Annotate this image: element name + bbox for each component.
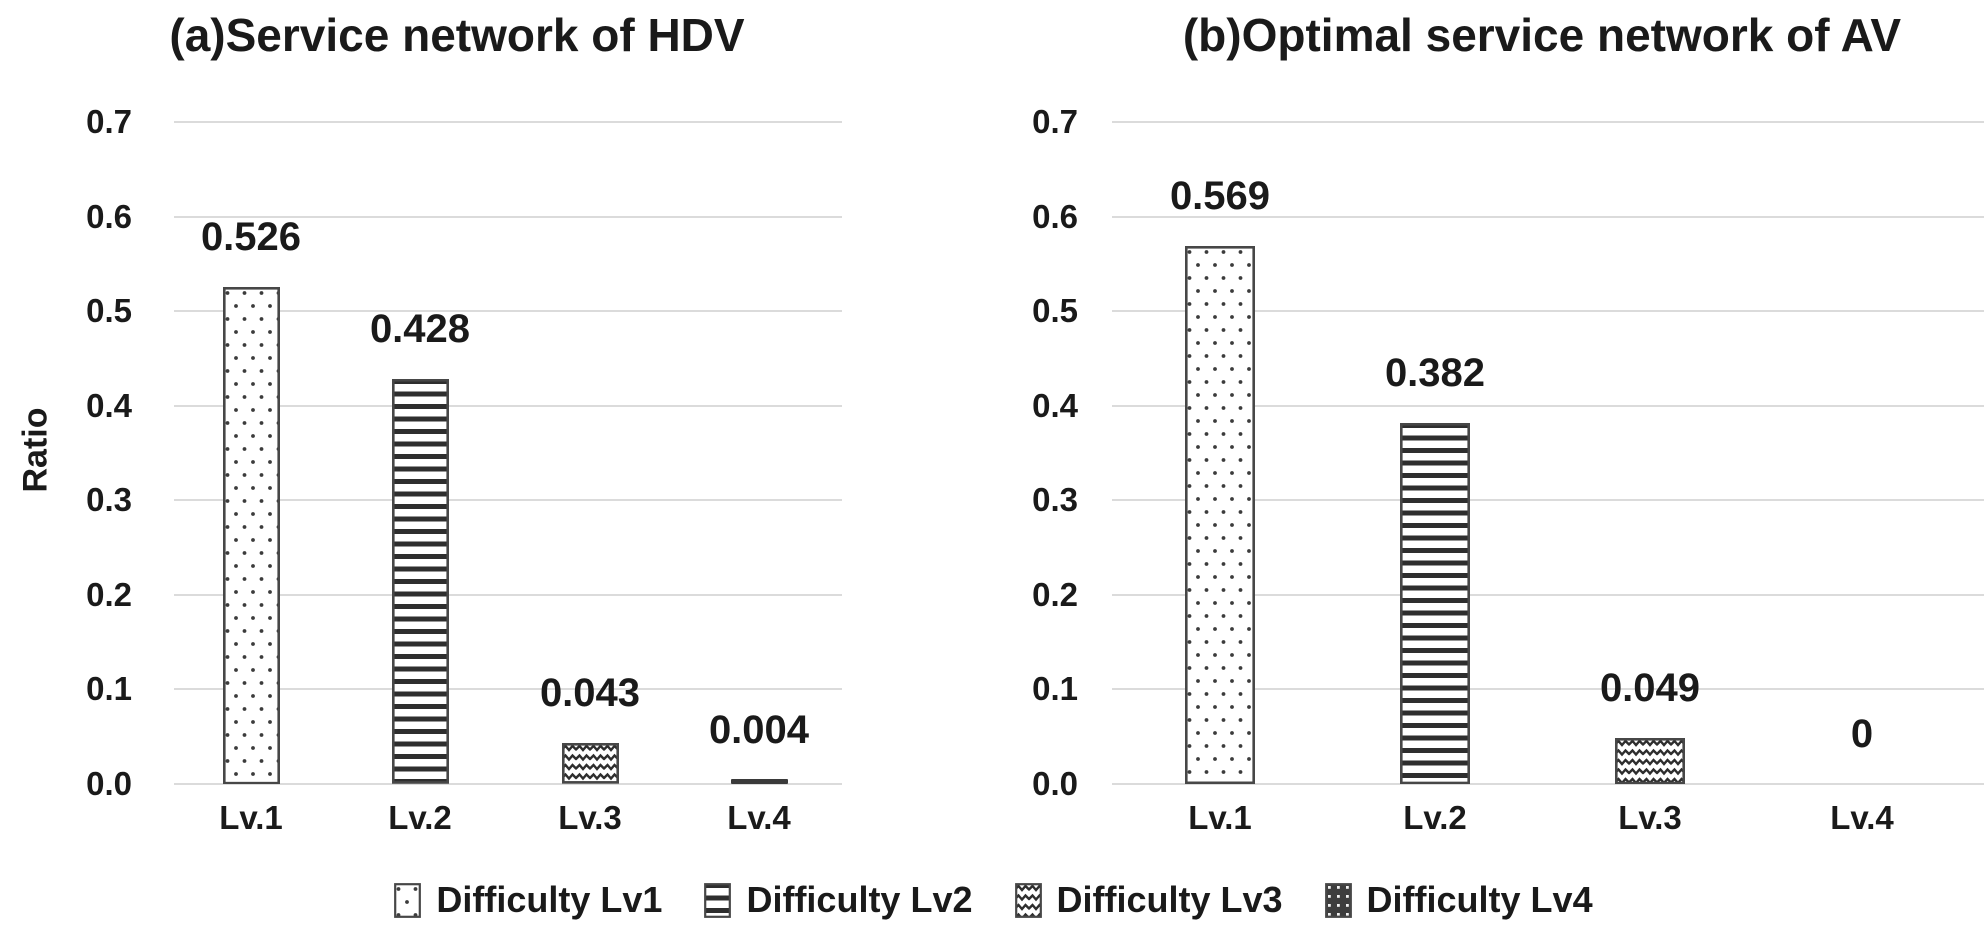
bar-value-label: 0.049 [1599, 665, 1701, 710]
bar-Lv.2 [391, 379, 449, 784]
y-tick-label: 0.0 [1032, 765, 1078, 802]
bar-value-label: 0.382 [1384, 350, 1486, 395]
bar-value-label: 0.428 [369, 307, 471, 352]
y-tick-label: 0.1 [86, 670, 132, 708]
legend-label: Difficulty Lv2 [746, 879, 973, 920]
y-tick-label: 0.4 [1032, 386, 1078, 424]
y-tick-label: 0.2 [1032, 575, 1078, 613]
legend-item: Difficulty Lv3 [1014, 876, 1283, 924]
bar-value-label: 0 [1850, 712, 1874, 756]
y-tick-label: 0.4 [86, 386, 132, 424]
legend-label: Difficulty Lv1 [436, 879, 663, 920]
y-tick-label: 0.2 [86, 575, 132, 613]
gridline [174, 310, 842, 313]
gridline [1112, 310, 1984, 313]
x-tick-label: Lv.4 [727, 799, 791, 836]
y-tick-label: 0.6 [1032, 197, 1078, 235]
legend-item: Difficulty Lv2 [704, 876, 973, 924]
chart-a-title: (a)Service network of HDV [169, 9, 745, 61]
gridline [1112, 688, 1984, 691]
gridline [1112, 404, 1984, 407]
horizontal-stripes-swatch-icon [704, 882, 732, 918]
bar-Lv.3 [1615, 737, 1685, 784]
y-tick-label: 0.6 [86, 197, 132, 235]
y-tick-label: 0.7 [1032, 103, 1078, 140]
bar-value-label: 0.526 [200, 214, 302, 259]
y-tick-label: 0.5 [1032, 292, 1078, 330]
bar-Lv.2 [1400, 422, 1470, 784]
x-tick-label: Lv.2 [1403, 799, 1467, 836]
x-tick-label: Lv.4 [1830, 799, 1894, 836]
gridline [174, 404, 842, 407]
bar-value-label: 0.043 [539, 671, 641, 716]
legend: Difficulty Lv1 Difficulty Lv2 Difficulty L… [0, 876, 1987, 924]
legend-item: Difficulty Lv4 [1324, 876, 1593, 924]
chart-b-title: (b)Optimal service network of AV [1182, 9, 1902, 61]
zigzag-swatch-icon [1014, 882, 1042, 918]
gridline [174, 593, 842, 596]
gridline [174, 688, 842, 691]
bar-Lv.4 [730, 778, 788, 784]
y-tick-label: 0.1 [1032, 670, 1078, 708]
gridline [1112, 215, 1984, 218]
bar-Lv.3 [561, 743, 619, 784]
gridline [1112, 783, 1984, 785]
bar-value-label: 0.569 [1169, 173, 1271, 218]
gridline [1112, 593, 1984, 596]
x-tick-label: Lv.1 [1188, 799, 1252, 836]
y-tick-label: 0.7 [86, 103, 132, 140]
x-tick-label: Lv.3 [1618, 799, 1682, 836]
legend-item: Difficulty Lv1 [394, 876, 662, 924]
x-tick-label: Lv.1 [219, 799, 283, 836]
dark-grid-swatch-icon [1324, 882, 1352, 918]
gridline [1112, 499, 1984, 502]
legend-label: Difficulty Lv4 [1366, 879, 1593, 920]
gridline [174, 121, 842, 123]
dots-swatch-icon [394, 882, 422, 918]
gridline [1112, 121, 1984, 123]
gridline [174, 215, 842, 218]
x-tick-label: Lv.2 [388, 799, 452, 836]
gridline [174, 499, 842, 502]
bar-Lv.1 [1185, 245, 1255, 784]
y-tick-label: 0.3 [86, 481, 132, 519]
gridline [174, 783, 842, 785]
y-tick-label: 0.0 [86, 765, 132, 802]
legend-label: Difficulty Lv3 [1056, 879, 1283, 920]
y-tick-label: 0.3 [1032, 481, 1078, 519]
x-tick-label: Lv.3 [558, 799, 622, 836]
bar-Lv.1 [222, 286, 280, 784]
y-tick-label: 0.5 [86, 292, 132, 330]
bar-value-label: 0.004 [708, 708, 810, 753]
